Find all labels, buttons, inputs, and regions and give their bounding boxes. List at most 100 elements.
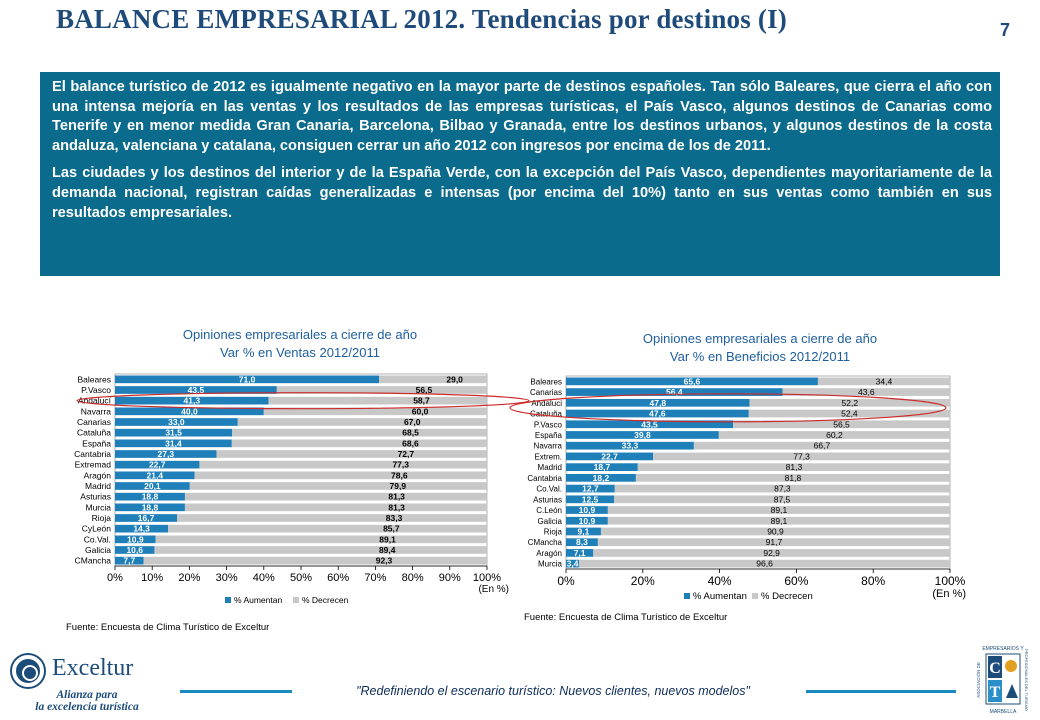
x-tick-label: 100% — [935, 574, 966, 588]
category-label: Andaluci — [531, 399, 562, 408]
category-label: Extrem. — [534, 452, 562, 461]
bar-decrecen — [579, 559, 950, 568]
value-label-decrecen: 81,3 — [786, 462, 803, 472]
chart-ventas-subtitle: Var % en Ventas 2012/2011 — [220, 345, 380, 360]
value-label-aumentan: 10,6 — [126, 545, 143, 555]
x-tick-label: 20% — [631, 574, 655, 588]
summary-box: El balance turístico de 2012 es igualmen… — [40, 72, 1000, 276]
exceltur-logo-tagline: Alianza para la excelencia turística — [12, 689, 162, 713]
category-label: P.Vasco — [81, 385, 111, 395]
bar-aumentan — [115, 492, 185, 501]
value-label-aumentan: 33,0 — [168, 417, 185, 427]
unit-note: (En %) — [932, 588, 966, 600]
bar-aumentan — [115, 386, 277, 394]
chart-ventas-title: Opiniones empresariales a cierre de año — [182, 327, 418, 342]
category-label: CMancha — [528, 538, 563, 547]
category-label: Aragón — [84, 470, 112, 480]
bar-decrecen — [379, 375, 487, 384]
bar-aumentan — [115, 375, 380, 384]
bar-decrecen — [189, 482, 487, 490]
value-label-decrecen: 81,3 — [388, 502, 405, 512]
bar-decrecen — [177, 514, 487, 522]
value-label-decrecen: 89,1 — [771, 505, 788, 515]
bar-aumentan — [566, 452, 654, 461]
bar-decrecen — [276, 386, 487, 394]
value-label-aumentan: 43,5 — [188, 385, 205, 395]
bar-decrecen — [184, 492, 488, 501]
bar-decrecen — [263, 407, 487, 416]
value-label-decrecen: 58,7 — [413, 396, 430, 406]
value-label-decrecen: 81,8 — [785, 473, 802, 483]
chart-beneficios-source: Fuente: Encuesta de Clima Turístico de E… — [524, 612, 728, 623]
bar-aumentan — [566, 441, 694, 450]
value-label-aumentan: 47,6 — [649, 409, 666, 419]
bar-aumentan — [566, 527, 601, 536]
category-label: Rioja — [92, 513, 112, 523]
bar-decrecen — [216, 450, 487, 458]
legend-label: % Aumentan — [234, 595, 282, 605]
bar-decrecen — [749, 398, 950, 407]
bar-aumentan — [566, 409, 749, 418]
exceltur-logo-icon — [12, 655, 44, 687]
value-label-decrecen: 43,6 — [858, 387, 875, 397]
x-tick-label: 60% — [327, 572, 349, 584]
value-label-aumentan: 7,1 — [574, 548, 586, 558]
bar-decrecen — [607, 506, 950, 514]
value-label-aumentan: 31,4 — [165, 438, 182, 448]
bar-aumentan — [115, 556, 144, 565]
value-label-aumentan: 10,9 — [579, 516, 596, 526]
bar-decrecen — [199, 460, 487, 469]
bar-decrecen — [782, 388, 950, 396]
bar-decrecen — [653, 452, 950, 461]
bar-decrecen — [614, 495, 950, 504]
value-label-aumentan: 8,3 — [576, 537, 588, 547]
value-label-aumentan: 10,9 — [579, 505, 596, 515]
page-title: BALANCE EMPRESARIAL 2012. Tendencias por… — [56, 4, 787, 34]
value-label-decrecen: 87,5 — [774, 494, 791, 504]
bar-aumentan — [566, 506, 608, 514]
legend-label: % Decrecen — [761, 591, 813, 602]
chart-beneficios-title: Opiniones empresariales a cierre de año — [642, 331, 878, 346]
category-label: P.Vasco — [534, 420, 563, 429]
x-tick-label: 0% — [557, 574, 575, 588]
value-label-aumentan: 14,3 — [133, 524, 150, 534]
bar-aumentan — [115, 428, 233, 437]
bar-decrecen — [607, 516, 950, 525]
category-label: C.León — [536, 506, 562, 515]
association-logo: C T EMPRESARIOS Y MARBELLA ASOCIACIÓN DE… — [975, 646, 1029, 715]
value-label-aumentan: 20,1 — [144, 481, 161, 491]
bar-decrecen — [143, 556, 488, 565]
plot-area: Baleares 65,6 34,4 Canarias 56,4 43,6 Andaluci… — [509, 375, 966, 602]
value-label-decrecen: 87,3 — [774, 484, 791, 494]
category-label: CMancha — [75, 556, 112, 566]
bar-decrecen — [635, 474, 950, 482]
bar-aumentan — [566, 388, 783, 396]
category-label: Aragón — [536, 549, 562, 558]
bar-aumentan — [115, 503, 185, 512]
value-label-aumentan: 22,7 — [149, 460, 166, 470]
value-label-aumentan: 9,1 — [578, 526, 590, 536]
legend-swatch — [684, 593, 690, 599]
value-label-aumentan: 65,6 — [684, 376, 701, 386]
value-label-aumentan: 18,2 — [593, 473, 610, 483]
bar-aumentan — [566, 549, 594, 557]
value-label-decrecen: 91,7 — [766, 537, 783, 547]
assoc-letter-t: T — [990, 684, 1001, 701]
value-label-decrecen: 77,3 — [793, 451, 810, 461]
bar-decrecen — [600, 527, 950, 536]
value-label-aumentan: 31,5 — [165, 428, 182, 438]
bar-decrecen — [268, 396, 487, 405]
category-label: España — [535, 431, 563, 440]
bar-aumentan — [115, 396, 269, 405]
bar-aumentan — [566, 559, 580, 568]
value-label-aumentan: 71,0 — [239, 374, 256, 384]
value-label-aumentan: 43,5 — [641, 419, 658, 429]
value-label-decrecen: 83,3 — [386, 513, 403, 523]
value-label-decrecen: 77,3 — [392, 460, 409, 470]
bar-decrecen — [748, 409, 950, 418]
category-label: Cataluña — [77, 428, 111, 438]
category-label: Madrid — [538, 463, 562, 472]
category-label: Cataluña — [530, 410, 563, 419]
exceltur-tagline-line2: la excelencia turística — [35, 701, 139, 713]
category-label: Galicia — [85, 545, 111, 555]
